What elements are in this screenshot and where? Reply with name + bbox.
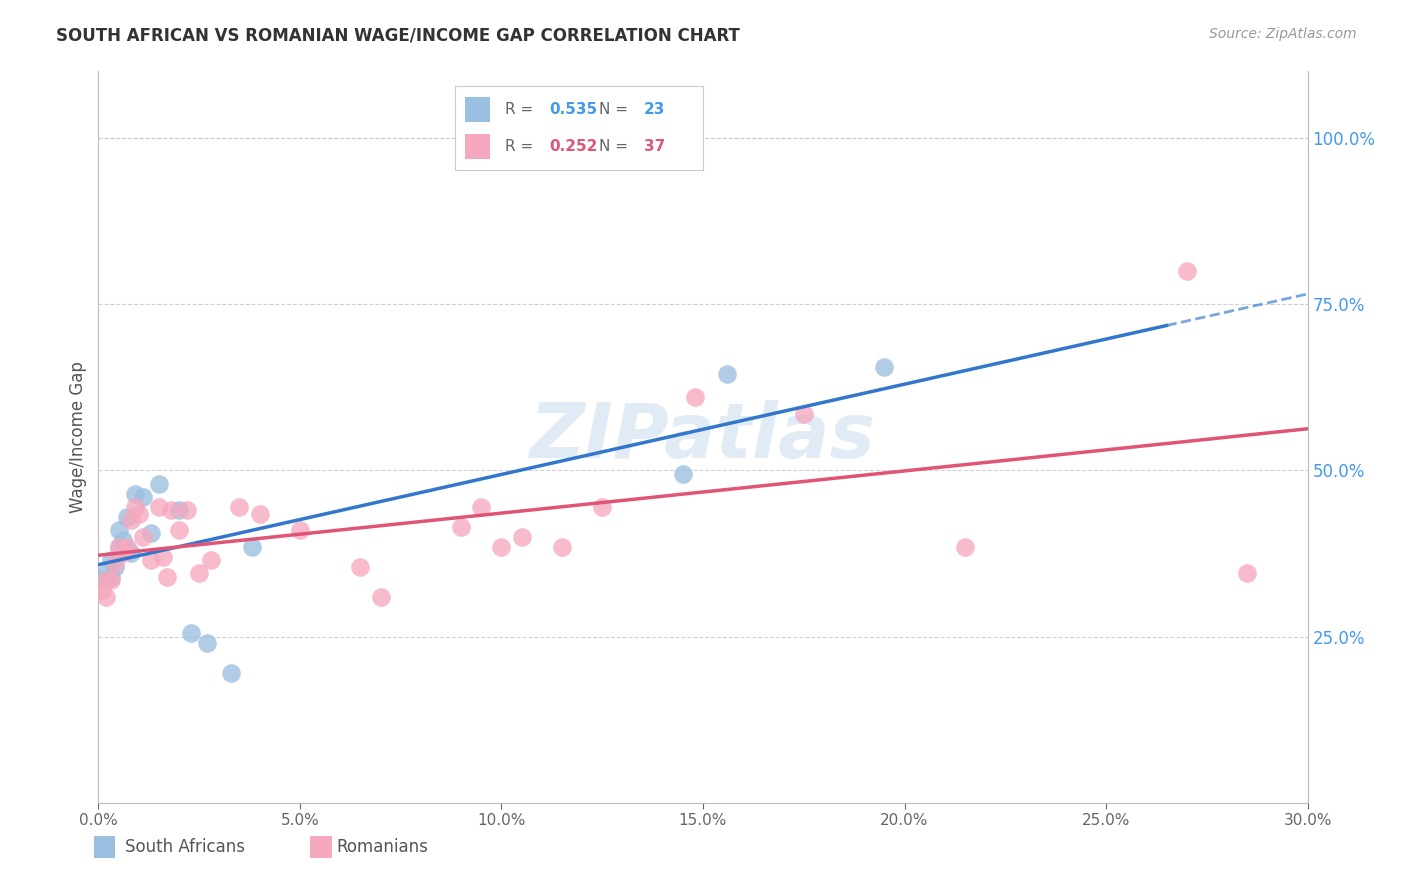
Point [100,553,122,567]
Point [91,582,114,597]
Point [510,530,533,544]
Point [228,500,250,514]
Text: South Africans: South Africans [125,838,245,855]
Point [124,486,146,500]
Point [683,390,706,404]
Point [716,367,738,381]
Point [120,513,142,527]
Point [591,500,613,514]
Point [470,500,492,514]
Point [370,590,392,604]
Point [491,540,513,554]
Point [188,566,211,581]
Point [107,540,129,554]
Point [240,540,263,554]
Text: ZIPatlas: ZIPatlas [530,401,876,474]
Point [132,530,155,544]
Point [195,636,218,650]
Point [124,500,146,514]
Point [115,509,138,524]
Point [100,570,122,584]
Point [1236,566,1258,581]
Point [167,503,190,517]
Point [139,553,162,567]
Point [349,559,371,574]
Point [148,476,170,491]
Point [107,540,129,554]
Point [120,546,142,560]
Point [288,523,311,537]
Point [128,507,150,521]
Point [249,507,271,521]
Point [176,503,198,517]
Point [953,540,976,554]
Point [148,500,170,514]
Text: Source: ZipAtlas.com: Source: ZipAtlas.com [1209,27,1357,41]
Point [167,523,190,537]
Point [221,666,243,681]
Point [96,566,118,581]
Point [160,503,183,517]
Point [96,590,118,604]
Point [115,543,138,558]
Point [96,573,118,587]
Point [180,626,202,640]
Point [139,526,162,541]
Text: SOUTH AFRICAN VS ROMANIAN WAGE/INCOME GAP CORRELATION CHART: SOUTH AFRICAN VS ROMANIAN WAGE/INCOME GA… [56,27,740,45]
Text: Romanians: Romanians [336,838,429,855]
Point [91,573,114,587]
Point [107,523,129,537]
Point [1175,264,1198,278]
Point [873,360,896,375]
Y-axis label: Wage/Income Gap: Wage/Income Gap [69,361,87,513]
Point [450,520,472,534]
Point [115,540,138,554]
Point [111,546,134,560]
Point [100,573,122,587]
Point [152,549,174,564]
Point [551,540,574,554]
Point [103,559,125,574]
Point [132,490,155,504]
Bar [94,836,115,858]
Point [793,407,815,421]
Point [111,533,134,548]
Point [200,553,222,567]
Point [103,557,125,571]
Bar [311,836,332,858]
Point [156,570,179,584]
Point [672,467,695,481]
